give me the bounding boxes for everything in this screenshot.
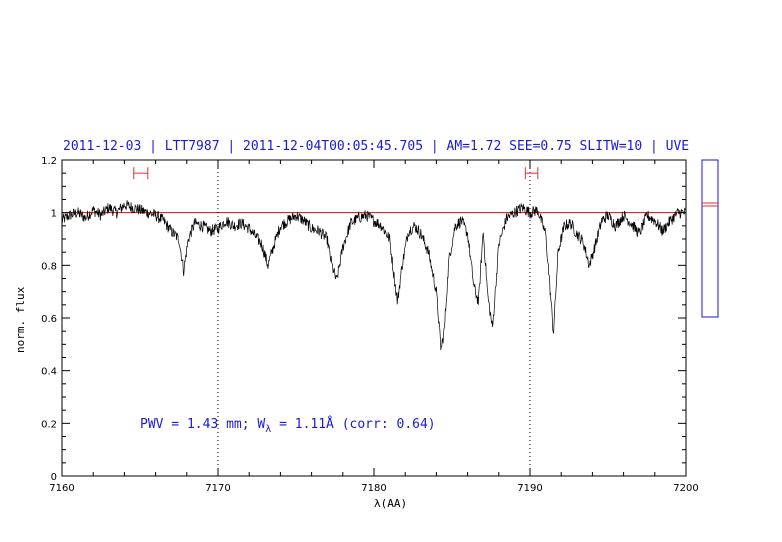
y-axis-label: norm. flux — [14, 286, 27, 353]
continuum-range-marker — [133, 167, 149, 180]
dotted-lines-layer — [217, 160, 531, 476]
pwv-annotation: PWV = 1.43 mm; Wλ = 1.11Å (corr: 0.64) — [140, 416, 436, 435]
x-tick-label: 7200 — [673, 483, 698, 494]
continuum-range-marker — [524, 167, 539, 180]
pwv-text-rest: = 1.11Å (corr: 0.64) — [271, 416, 435, 432]
spectrum-layer — [61, 200, 687, 351]
pwv-text: PWV = 1.43 mm; W — [140, 417, 265, 432]
x-tick-label: 7190 — [517, 483, 542, 494]
y-tick-label: 0.4 — [41, 367, 57, 378]
y-tick-label: 0 — [51, 472, 57, 483]
pwv-subscript: λ — [265, 424, 271, 435]
x-tick-label: 7160 — [49, 483, 74, 494]
y-tick-label: 1 — [51, 209, 57, 220]
y-tick-label: 0.2 — [41, 419, 57, 430]
ticks-layer: 7160 7170 7180 7190 7200 0 0.2 0.4 0.6 0.8 1 1.2 — [41, 156, 699, 494]
y-tick-label: 0.6 — [41, 314, 57, 325]
continuum-markers-layer — [133, 167, 539, 180]
y-tick-label: 1.2 — [41, 156, 57, 167]
x-tick-label: 7170 — [205, 483, 230, 494]
spectrum-line — [61, 200, 687, 351]
y-tick-label: 0.8 — [41, 261, 57, 272]
side-panel-box — [701, 159, 719, 318]
x-tick-label: 7180 — [361, 483, 386, 494]
chart-title: 2011-12-03 | LTT7987 | 2011-12-04T00:05:… — [63, 139, 689, 154]
side-panel — [701, 159, 719, 318]
x-axis-label: λ(AA) — [374, 497, 407, 510]
